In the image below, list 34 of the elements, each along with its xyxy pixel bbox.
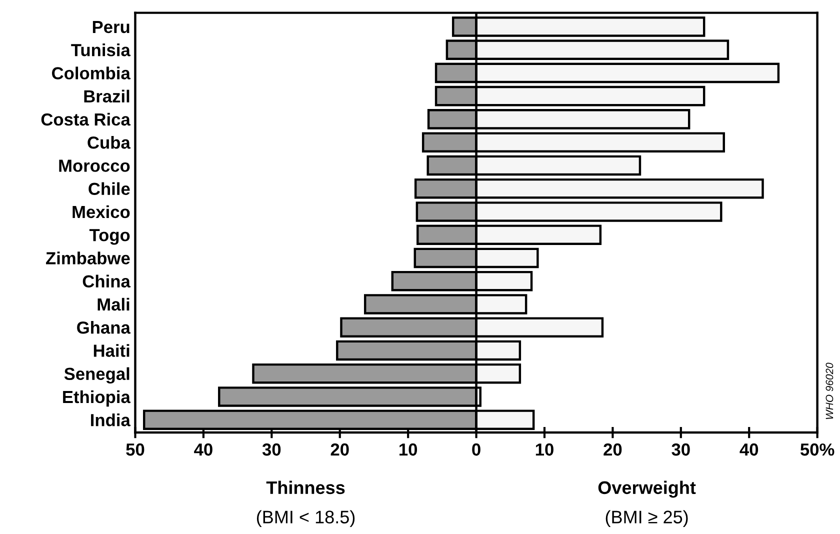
x-tick-label: 50% (800, 443, 834, 456)
x-tick-label: 30 (672, 443, 690, 456)
y-tick-label: Peru (92, 21, 130, 34)
x-tick-label: 20 (604, 443, 622, 456)
y-tick-label: Ethiopia (63, 390, 130, 407)
x-tick-label: 40 (740, 443, 758, 456)
y-tick-label: Tunisia (71, 44, 130, 56)
text: Overweight (598, 480, 696, 498)
y-tick-label: China (82, 274, 130, 288)
x-tick-label: 50 (126, 443, 144, 456)
y-tick-label: Chile (88, 182, 130, 196)
y-tick-label: Cuba (88, 136, 130, 149)
x-tick-label: 40 (194, 443, 212, 456)
y-tick-label: Morocco (59, 160, 130, 172)
y-tick-label: Costa Rica (41, 112, 130, 126)
x-tick-label: 20 (330, 443, 349, 456)
y-tick-label: Togo (89, 229, 130, 245)
y-tick-label: Ghana (77, 321, 130, 334)
text: Thinness (266, 480, 345, 494)
x-tick-label: 30 (262, 443, 281, 456)
text: (BMI < 18.5) (256, 510, 355, 528)
y-tick-label: Haiti (94, 344, 130, 357)
y-tick-label: Senegal (64, 367, 130, 384)
y-tick-label: India (91, 414, 130, 426)
text: WHO 96020 (826, 362, 834, 420)
x-tick-label: 10 (536, 443, 554, 456)
y-tick-label: Colombia (52, 66, 130, 80)
text: (BMI ≥ 25) (606, 510, 688, 528)
y-tick-label: Mexico (72, 205, 130, 218)
x-tick-label: 10 (400, 443, 418, 456)
y-tick-label: Brazil (84, 90, 130, 103)
x-tick-label: 0 (472, 443, 480, 456)
y-tick-label: Zimbabwe (46, 252, 130, 264)
y-tick-label: Mali (98, 298, 130, 311)
